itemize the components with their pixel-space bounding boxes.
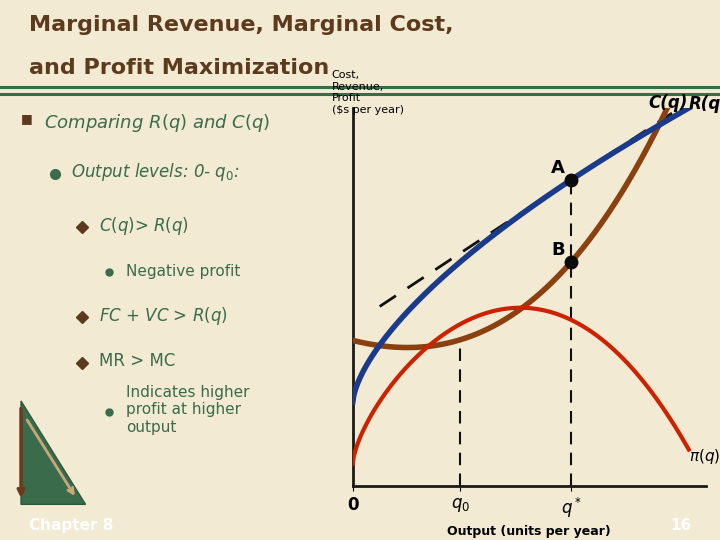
Text: ■: ■ (21, 112, 32, 125)
Polygon shape (21, 401, 86, 504)
Text: MR > MC: MR > MC (99, 352, 175, 370)
Text: Negative profit: Negative profit (125, 264, 240, 279)
Text: Indicates higher
profit at higher
output: Indicates higher profit at higher output (125, 385, 249, 435)
Text: Comparing $R(q)$ and $C(q)$: Comparing $R(q)$ and $C(q)$ (45, 112, 271, 134)
Text: Output levels: 0- $q_0$:: Output levels: 0- $q_0$: (71, 161, 240, 183)
Text: 16: 16 (670, 518, 691, 532)
Text: Marginal Revenue, Marginal Cost,: Marginal Revenue, Marginal Cost, (29, 15, 454, 35)
Text: $\pi(q)$: $\pi(q)$ (689, 447, 720, 466)
Text: C(q): C(q) (649, 94, 688, 112)
Text: B: B (551, 241, 564, 259)
Text: R(q): R(q) (689, 95, 720, 113)
Text: Cost,
Revenue,
Profit
($s per year): Cost, Revenue, Profit ($s per year) (332, 70, 404, 115)
Text: FC + VC > $R(q)$: FC + VC > $R(q)$ (99, 305, 228, 327)
Text: A: A (551, 159, 565, 177)
Text: Chapter 8: Chapter 8 (29, 518, 113, 532)
X-axis label: Output (units per year): Output (units per year) (447, 525, 611, 538)
Text: and Profit Maximization: and Profit Maximization (29, 58, 329, 78)
Text: $C(q)$> $R(q)$: $C(q)$> $R(q)$ (99, 215, 189, 237)
